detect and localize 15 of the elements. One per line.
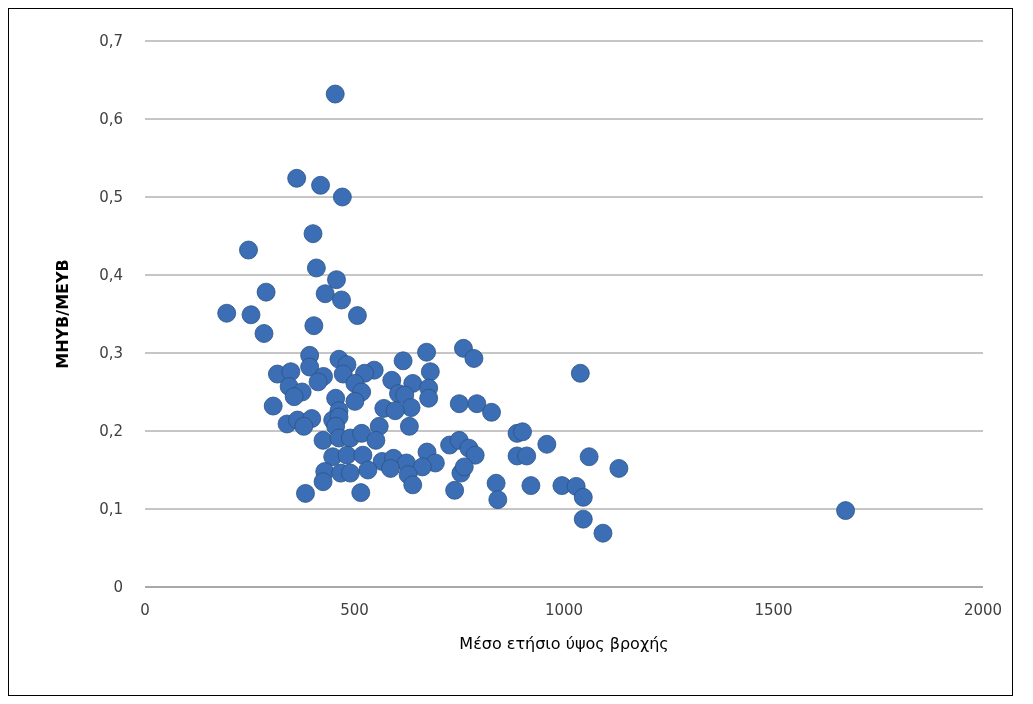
x-tick-label: 2000 bbox=[963, 601, 1003, 619]
y-tick-label: 0,4 bbox=[99, 266, 123, 285]
x-tick-label: 1000 bbox=[544, 601, 584, 619]
x-tick-label: 0 bbox=[140, 601, 150, 619]
x-tick-label: 500 bbox=[340, 601, 369, 619]
y-axis-title: ΜΗΥΒ/ΜΕΥΒ bbox=[53, 259, 72, 369]
y-tick-label: 0,2 bbox=[99, 422, 123, 441]
y-tick-label: 0 bbox=[113, 578, 123, 597]
x-tick-label: 1500 bbox=[754, 601, 793, 619]
y-tick-label: 0,3 bbox=[99, 344, 123, 363]
y-tick-label: 0,1 bbox=[99, 500, 123, 519]
y-tick-label: 0,7 bbox=[99, 32, 123, 51]
x-axis-title: Μέσο ετήσιο ύψος βροχής bbox=[459, 634, 669, 653]
y-tick-label: 0,5 bbox=[99, 188, 123, 207]
y-tick-label: 0,6 bbox=[99, 110, 123, 129]
